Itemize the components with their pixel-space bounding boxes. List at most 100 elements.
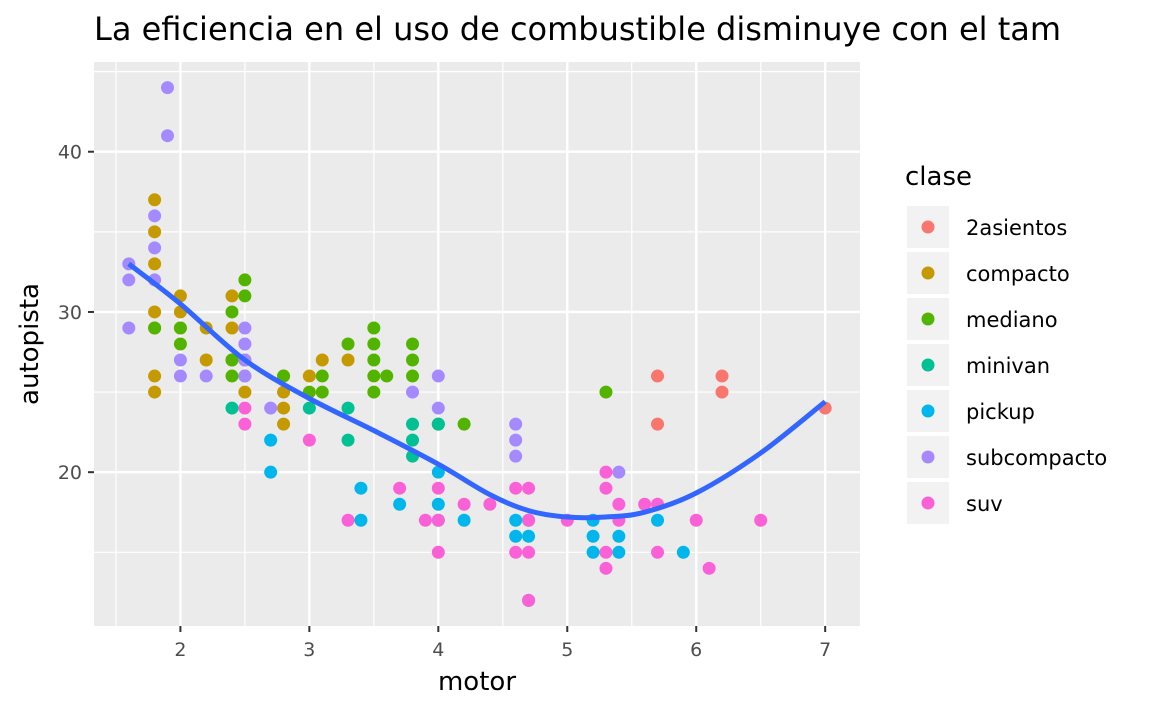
point-minivan bbox=[302, 401, 316, 415]
point-2asientos bbox=[651, 417, 665, 431]
legend: clase 2asientos compacto mediano minivan pic… bbox=[905, 162, 1107, 524]
point-minivan bbox=[341, 401, 355, 415]
legend-label-minivan: minivan bbox=[966, 354, 1050, 378]
legend-label-2asientos: 2asientos bbox=[966, 216, 1067, 240]
point-mediano bbox=[148, 321, 162, 335]
point-subcompacto bbox=[238, 337, 252, 351]
y-axis: 20 30 40 bbox=[58, 142, 94, 484]
point-subcompacto bbox=[122, 273, 136, 287]
point-suv bbox=[418, 513, 432, 527]
point-mediano bbox=[238, 289, 252, 303]
point-suv bbox=[431, 481, 445, 495]
y-tick-label: 40 bbox=[58, 142, 82, 164]
data-points bbox=[122, 81, 832, 607]
point-suv bbox=[238, 401, 252, 415]
point-pickup bbox=[651, 513, 665, 527]
point-minivan bbox=[406, 433, 420, 447]
point-compacto bbox=[148, 225, 162, 239]
point-compacto bbox=[148, 193, 162, 207]
point-subcompacto bbox=[431, 369, 445, 383]
point-2asientos bbox=[651, 369, 665, 383]
point-suv bbox=[431, 513, 445, 527]
x-tick-label: 2 bbox=[174, 639, 186, 661]
point-compacto bbox=[199, 353, 213, 367]
y-axis-title: autopista bbox=[15, 283, 45, 405]
point-compacto bbox=[315, 353, 329, 367]
point-mediano bbox=[225, 305, 239, 319]
point-pickup bbox=[586, 545, 600, 559]
point-minivan bbox=[431, 417, 445, 431]
point-suv bbox=[522, 513, 536, 527]
point-pickup bbox=[393, 497, 407, 511]
point-subcompacto bbox=[122, 321, 136, 335]
point-pickup bbox=[586, 529, 600, 543]
point-subcompacto bbox=[161, 81, 175, 95]
point-subcompacto bbox=[509, 433, 523, 447]
point-suv bbox=[341, 513, 355, 527]
point-suv bbox=[509, 481, 523, 495]
point-suv bbox=[599, 481, 613, 495]
x-tick-label: 5 bbox=[561, 639, 573, 661]
point-compacto bbox=[148, 369, 162, 383]
point-subcompacto bbox=[173, 369, 187, 383]
point-suv bbox=[238, 417, 252, 431]
x-axis-title: motor bbox=[438, 667, 516, 697]
legend-item-minivan: minivan bbox=[907, 344, 1050, 386]
point-mediano bbox=[406, 353, 420, 367]
point-minivan bbox=[341, 433, 355, 447]
point-mediano bbox=[367, 321, 381, 335]
x-tick-label: 3 bbox=[303, 639, 315, 661]
legend-label-pickup: pickup bbox=[966, 400, 1035, 424]
legend-label-suv: suv bbox=[966, 492, 1003, 516]
point-subcompacto bbox=[199, 369, 213, 383]
point-suv bbox=[638, 497, 652, 511]
point-compacto bbox=[302, 369, 316, 383]
point-mediano bbox=[380, 369, 394, 383]
point-mediano bbox=[225, 369, 239, 383]
legend-key-minivan bbox=[921, 358, 935, 372]
point-suv bbox=[522, 545, 536, 559]
legend-item-compacto: compacto bbox=[907, 252, 1070, 294]
point-suv bbox=[599, 561, 613, 575]
point-subcompacto bbox=[612, 465, 626, 479]
point-subcompacto bbox=[148, 209, 162, 223]
point-pickup bbox=[264, 465, 278, 479]
legend-key-subcompacto bbox=[921, 450, 935, 464]
point-pickup bbox=[457, 513, 471, 527]
point-suv bbox=[522, 481, 536, 495]
x-axis: 2 3 4 5 6 7 bbox=[174, 626, 831, 661]
minor-gridlines bbox=[94, 62, 860, 626]
point-suv bbox=[651, 545, 665, 559]
point-mediano bbox=[238, 273, 252, 287]
legend-item-2asientos: 2asientos bbox=[907, 206, 1067, 248]
point-suv bbox=[599, 545, 613, 559]
point-compacto bbox=[238, 385, 252, 399]
legend-item-mediano: mediano bbox=[907, 298, 1058, 340]
legend-items: 2asientos compacto mediano minivan pickup sub… bbox=[907, 206, 1107, 524]
point-subcompacto bbox=[406, 385, 420, 399]
point-compacto bbox=[148, 257, 162, 271]
plot-panel bbox=[94, 62, 860, 626]
point-suv bbox=[522, 593, 536, 607]
point-suv bbox=[509, 545, 523, 559]
point-minivan bbox=[225, 401, 239, 415]
legend-key-compacto bbox=[921, 266, 935, 280]
point-mediano bbox=[173, 337, 187, 351]
point-pickup bbox=[612, 529, 626, 543]
point-pickup bbox=[522, 529, 536, 543]
point-compacto bbox=[225, 289, 239, 303]
point-mediano bbox=[315, 385, 329, 399]
chart-title: La eficiencia en el uso de combustible d… bbox=[94, 10, 1061, 48]
x-tick-label: 6 bbox=[690, 639, 702, 661]
point-subcompacto bbox=[148, 241, 162, 255]
point-subcompacto bbox=[161, 129, 175, 143]
point-2asientos bbox=[715, 369, 729, 383]
point-subcompacto bbox=[509, 449, 523, 463]
point-mediano bbox=[367, 385, 381, 399]
point-compacto bbox=[277, 401, 291, 415]
point-subcompacto bbox=[238, 369, 252, 383]
smooth-trend-line bbox=[127, 261, 827, 521]
point-2asientos bbox=[715, 385, 729, 399]
point-suv bbox=[612, 497, 626, 511]
